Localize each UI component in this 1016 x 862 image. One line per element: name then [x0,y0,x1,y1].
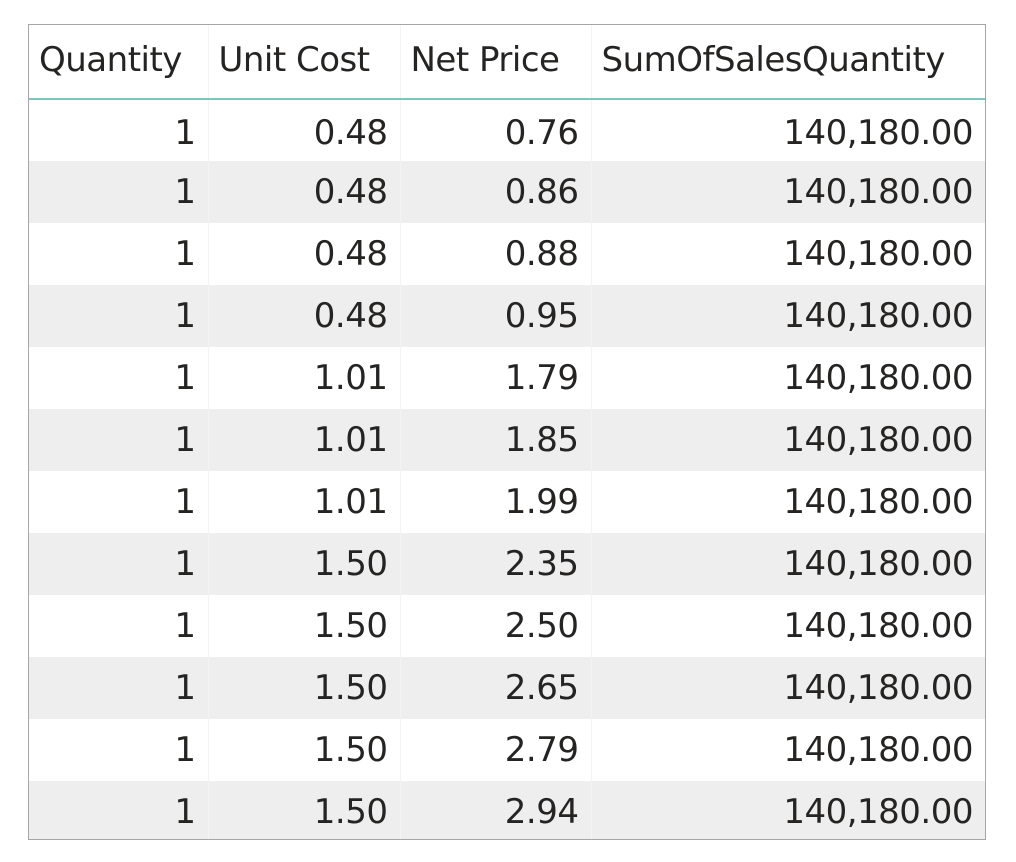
cell-sum-of-sales-quantity: 140,180.00 [591,781,985,839]
cell-sum-of-sales-quantity: 140,180.00 [591,285,985,347]
cell-unit-cost: 0.48 [208,161,401,223]
cell-net-price: 0.76 [400,99,592,161]
table-row[interactable]: 1 0.48 0.95 140,180.00 [29,285,985,347]
cell-unit-cost: 1.01 [208,409,401,471]
cell-net-price: 0.86 [400,161,592,223]
cell-quantity: 1 [29,719,209,781]
table-row[interactable]: 1 1.01 1.79 140,180.00 [29,347,985,409]
cell-unit-cost: 1.01 [208,347,401,409]
cell-sum-of-sales-quantity: 140,180.00 [783,112,973,153]
cell-net-price: 0.95 [400,285,592,347]
cell-net-price: 2.79 [400,719,592,781]
table-row[interactable]: 1 0.48 0.86 140,180.00 [29,161,985,223]
cell-quantity: 1 [29,533,209,595]
cell-unit-cost: 0.48 [208,99,401,161]
table-row[interactable]: 1 0.48 0.76 140,180.00 [29,99,985,161]
cell-net-price: 1.79 [400,347,592,409]
cell-net-price: 1.99 [400,471,592,533]
cell-quantity: 1 [29,99,209,161]
cell-net-price: 2.65 [400,657,592,719]
header-row: Quantity Unit Cost Net Price SumOfSalesQ… [29,25,985,100]
cell-net-price: 2.50 [400,595,592,657]
cell-quantity: 1 [29,161,209,223]
cell-unit-cost: 1.50 [208,595,401,657]
cell-quantity: 1 [29,471,209,533]
cell-unit-cost: 1.50 [208,533,401,595]
cell-quantity: 1 [29,657,209,719]
table-row[interactable]: 1 1.50 2.94 140,180.00 [29,781,985,839]
cell-sum-of-sales-quantity: 140,180.00 [783,730,973,770]
column-header-sum-of-sales-quantity[interactable]: SumOfSalesQuantity [591,25,985,100]
cell-sum-of-sales-quantity: 140,180.00 [591,657,985,719]
data-table: Quantity Unit Cost Net Price SumOfSalesQ… [29,25,985,839]
table-visual: Quantity Unit Cost Net Price SumOfSalesQ… [28,24,986,840]
cell-quantity: 1 [29,285,209,347]
cell-sum-of-sales-quantity: 140,180.00 [591,533,985,595]
cell-quantity: 1 [29,409,209,471]
cell-sum-of-sales-quantity: 140,180.00 [591,409,985,471]
cell-sum-of-sales-quantity: 140,180.00 [591,161,985,223]
cell-sum-of-sales-quantity: 140,180.00 [783,358,973,398]
cell-unit-cost: 1.50 [208,657,401,719]
table-row[interactable]: 1 1.50 2.79 140,180.00 [29,719,985,781]
cell-quantity: 1 [29,223,209,285]
cell-net-price: 2.94 [400,781,592,839]
table-body: 1 0.48 0.76 140,180.00 1 0.48 0.86 140,1… [29,99,985,839]
cell-quantity: 1 [29,781,209,839]
table-row[interactable]: 1 1.50 2.35 140,180.00 [29,533,985,595]
cell-sum-of-sales-quantity: 140,180.00 [783,606,973,646]
cell-unit-cost: 0.48 [208,223,401,285]
table-row[interactable]: 1 1.50 2.65 140,180.00 [29,657,985,719]
table-header: Quantity Unit Cost Net Price SumOfSalesQ… [29,25,985,100]
table-row[interactable]: 1 1.50 2.50 140,180.00 [29,595,985,657]
column-header-net-price[interactable]: Net Price [400,25,592,100]
cell-unit-cost: 1.50 [208,719,401,781]
table-row[interactable]: 1 1.01 1.99 140,180.00 [29,471,985,533]
table-row[interactable]: 1 0.48 0.88 140,180.00 [29,223,985,285]
cell-quantity: 1 [29,347,209,409]
column-header-quantity[interactable]: Quantity [29,25,209,100]
column-header-unit-cost[interactable]: Unit Cost [208,25,401,100]
cell-quantity: 1 [29,595,209,657]
cell-net-price: 2.35 [400,533,592,595]
cell-net-price: 0.88 [400,223,592,285]
cell-net-price: 1.85 [400,409,592,471]
cell-sum-of-sales-quantity: 140,180.00 [783,234,973,274]
cell-unit-cost: 1.50 [208,781,401,839]
cell-sum-of-sales-quantity: 140,180.00 [783,482,973,522]
cell-unit-cost: 1.01 [208,471,401,533]
cell-unit-cost: 0.48 [208,285,401,347]
table-row[interactable]: 1 1.01 1.85 140,180.00 [29,409,985,471]
